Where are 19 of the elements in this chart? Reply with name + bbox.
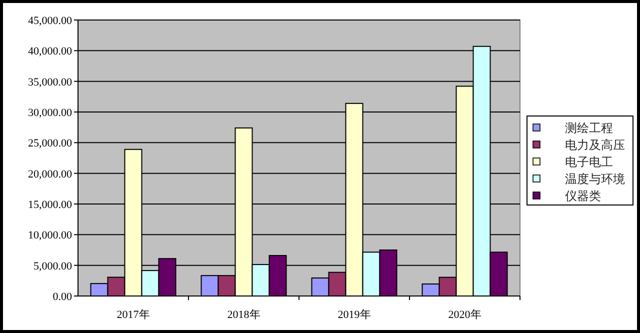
y-tick-label: 30,000.00	[28, 107, 72, 119]
legend-label: 温度与环境	[565, 172, 625, 186]
x-tick-label: 2019年	[338, 309, 371, 321]
y-tick-label: 20,000.00	[28, 168, 72, 180]
legend-label: 测绘工程	[565, 121, 613, 135]
legend-label: 电力及高压	[565, 138, 625, 152]
y-tick-label: 15,000.00	[28, 199, 72, 211]
x-tick-label: 2018年	[227, 309, 260, 321]
x-tick-label: 2020年	[448, 309, 482, 321]
y-tick-label: 5,000.00	[34, 260, 72, 272]
y-tick-label: 10,000.00	[28, 230, 72, 242]
y-tick-label: 40,000.00	[28, 46, 72, 58]
y-tick-label: 45,000.00	[28, 15, 72, 27]
x-tick-label: 2017年	[116, 309, 150, 321]
y-tick-label: 35,000.00	[28, 76, 72, 88]
legend-label: 电子电工	[565, 155, 613, 169]
y-tick-label: 25,000.00	[28, 138, 72, 150]
legend-label: 仪器类	[565, 189, 601, 203]
y-tick-label: 0.00	[52, 291, 72, 303]
